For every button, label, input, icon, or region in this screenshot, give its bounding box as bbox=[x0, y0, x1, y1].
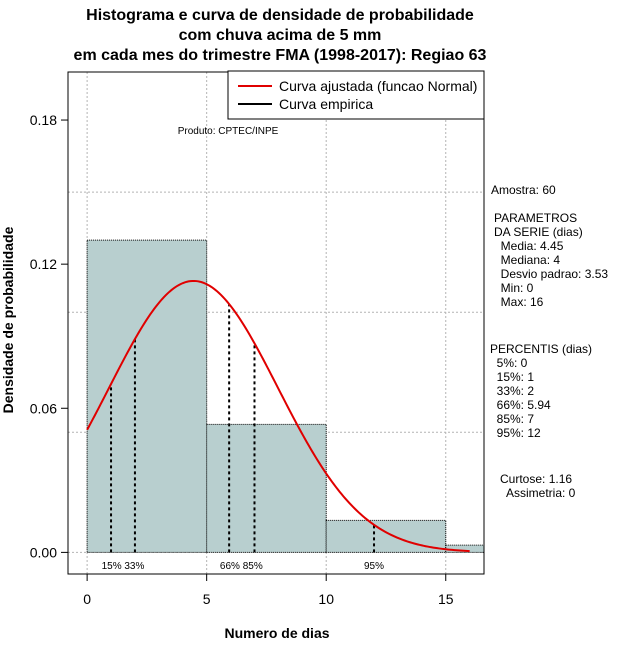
x-tick-label: 5 bbox=[203, 591, 211, 607]
percentile-lines: 15% 33% 66% 85% 95% bbox=[102, 304, 384, 572]
x-tick-label: 10 bbox=[318, 591, 334, 607]
legend-label-normal: Curva ajustada (funcao Normal) bbox=[279, 78, 477, 94]
chart-title-line-2: com chuva acima de 5 mm bbox=[178, 27, 382, 44]
percentile-label: 95% bbox=[364, 561, 384, 572]
normal-curve-layer bbox=[86, 279, 470, 553]
histogram-bar bbox=[206, 423, 327, 553]
x-tick-label: 0 bbox=[83, 591, 91, 607]
series-parameters: PARAMETROS DA SERIE (dias) Media: 4.45 M… bbox=[494, 211, 609, 309]
histogram-bar bbox=[445, 544, 485, 553]
chart-title-line-1: Histograma e curva de densidade de proba… bbox=[86, 7, 474, 24]
y-tick-label: 0.00 bbox=[30, 544, 57, 560]
shape-statistics: Curtose: 1.16 Assimetria: 0 bbox=[500, 472, 576, 500]
percentile-label: 15% 33% bbox=[102, 561, 145, 572]
percentiles-panel: PERCENTIS (dias) 5%: 0 15%: 1 33%: 2 66%… bbox=[490, 342, 593, 440]
sample-size: Amostra: 60 bbox=[491, 183, 556, 197]
histogram-bars bbox=[86, 239, 485, 553]
legend: Curva ajustada (funcao Normal) Curva emp… bbox=[227, 70, 485, 120]
y-tick-label: 0.06 bbox=[30, 400, 57, 416]
normal-curve bbox=[86, 279, 470, 553]
chart-title-line-3: em cada mes do trimestre FMA (1998-2017)… bbox=[73, 47, 487, 64]
percentile-label: 66% 85% bbox=[220, 561, 263, 572]
x-axis-label: Numero de dias bbox=[224, 625, 329, 641]
product-annotation: Produto: CPTEC/INPE bbox=[178, 126, 279, 137]
legend-label-empirical: Curva empirica bbox=[279, 96, 373, 112]
y-axis-label: Densidade de probabilidade bbox=[0, 226, 16, 413]
histogram-bar bbox=[86, 239, 208, 553]
y-tick-label: 0.18 bbox=[30, 112, 57, 128]
histogram-bar bbox=[325, 519, 447, 553]
y-tick-label: 0.12 bbox=[30, 256, 57, 272]
legend-box bbox=[227, 70, 485, 120]
x-tick-label: 15 bbox=[438, 591, 454, 607]
